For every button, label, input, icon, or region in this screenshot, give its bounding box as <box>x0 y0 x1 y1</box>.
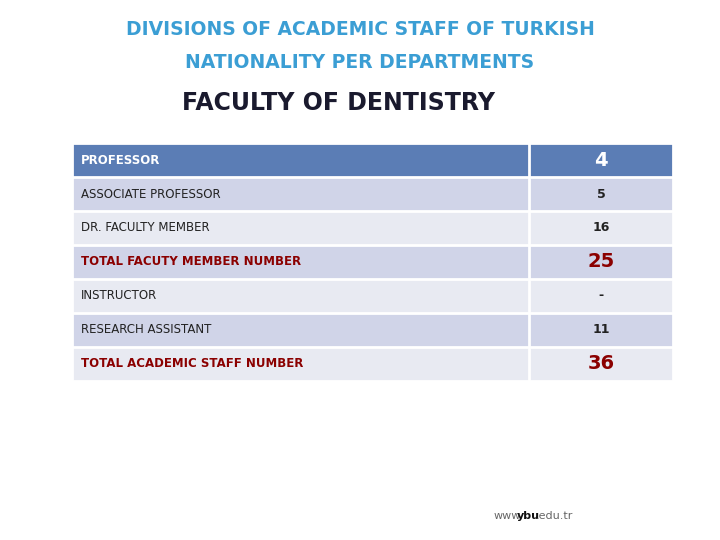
Text: FACULTY OF DENTISTRY: FACULTY OF DENTISTRY <box>182 91 495 114</box>
Bar <box>529 347 673 381</box>
Text: DR. FACULTY MEMBER: DR. FACULTY MEMBER <box>81 221 210 234</box>
Text: NATIONALITY PER DEPARTMENTS: NATIONALITY PER DEPARTMENTS <box>186 52 534 72</box>
Text: -: - <box>598 289 604 302</box>
Text: www.: www. <box>493 511 523 521</box>
Text: 5: 5 <box>597 187 606 200</box>
Bar <box>72 211 529 245</box>
Text: 25: 25 <box>588 252 615 272</box>
Bar <box>529 211 673 245</box>
Bar <box>72 279 529 313</box>
Text: TOTAL ACADEMIC STAFF NUMBER: TOTAL ACADEMIC STAFF NUMBER <box>81 357 304 370</box>
Bar <box>72 177 529 211</box>
Text: DIVISIONS OF ACADEMIC STAFF OF TURKISH: DIVISIONS OF ACADEMIC STAFF OF TURKISH <box>125 20 595 39</box>
Bar <box>529 279 673 313</box>
Bar <box>72 313 529 347</box>
Bar <box>72 347 529 381</box>
Bar <box>529 245 673 279</box>
Bar <box>72 245 529 279</box>
Bar <box>529 143 673 177</box>
Text: .edu.tr: .edu.tr <box>536 511 573 521</box>
Bar <box>529 313 673 347</box>
Text: 16: 16 <box>593 221 610 234</box>
Text: TOTAL FACUTY MEMBER NUMBER: TOTAL FACUTY MEMBER NUMBER <box>81 255 302 268</box>
Text: ASSOCIATE PROFESSOR: ASSOCIATE PROFESSOR <box>81 187 221 200</box>
Text: 11: 11 <box>593 323 610 336</box>
Bar <box>72 143 529 177</box>
Text: 36: 36 <box>588 354 615 373</box>
Text: 4: 4 <box>595 151 608 170</box>
Text: INSTRUCTOR: INSTRUCTOR <box>81 289 158 302</box>
Text: PROFESSOR: PROFESSOR <box>81 153 161 166</box>
Text: ybu: ybu <box>517 511 540 521</box>
Text: RESEARCH ASSISTANT: RESEARCH ASSISTANT <box>81 323 212 336</box>
Bar <box>529 177 673 211</box>
